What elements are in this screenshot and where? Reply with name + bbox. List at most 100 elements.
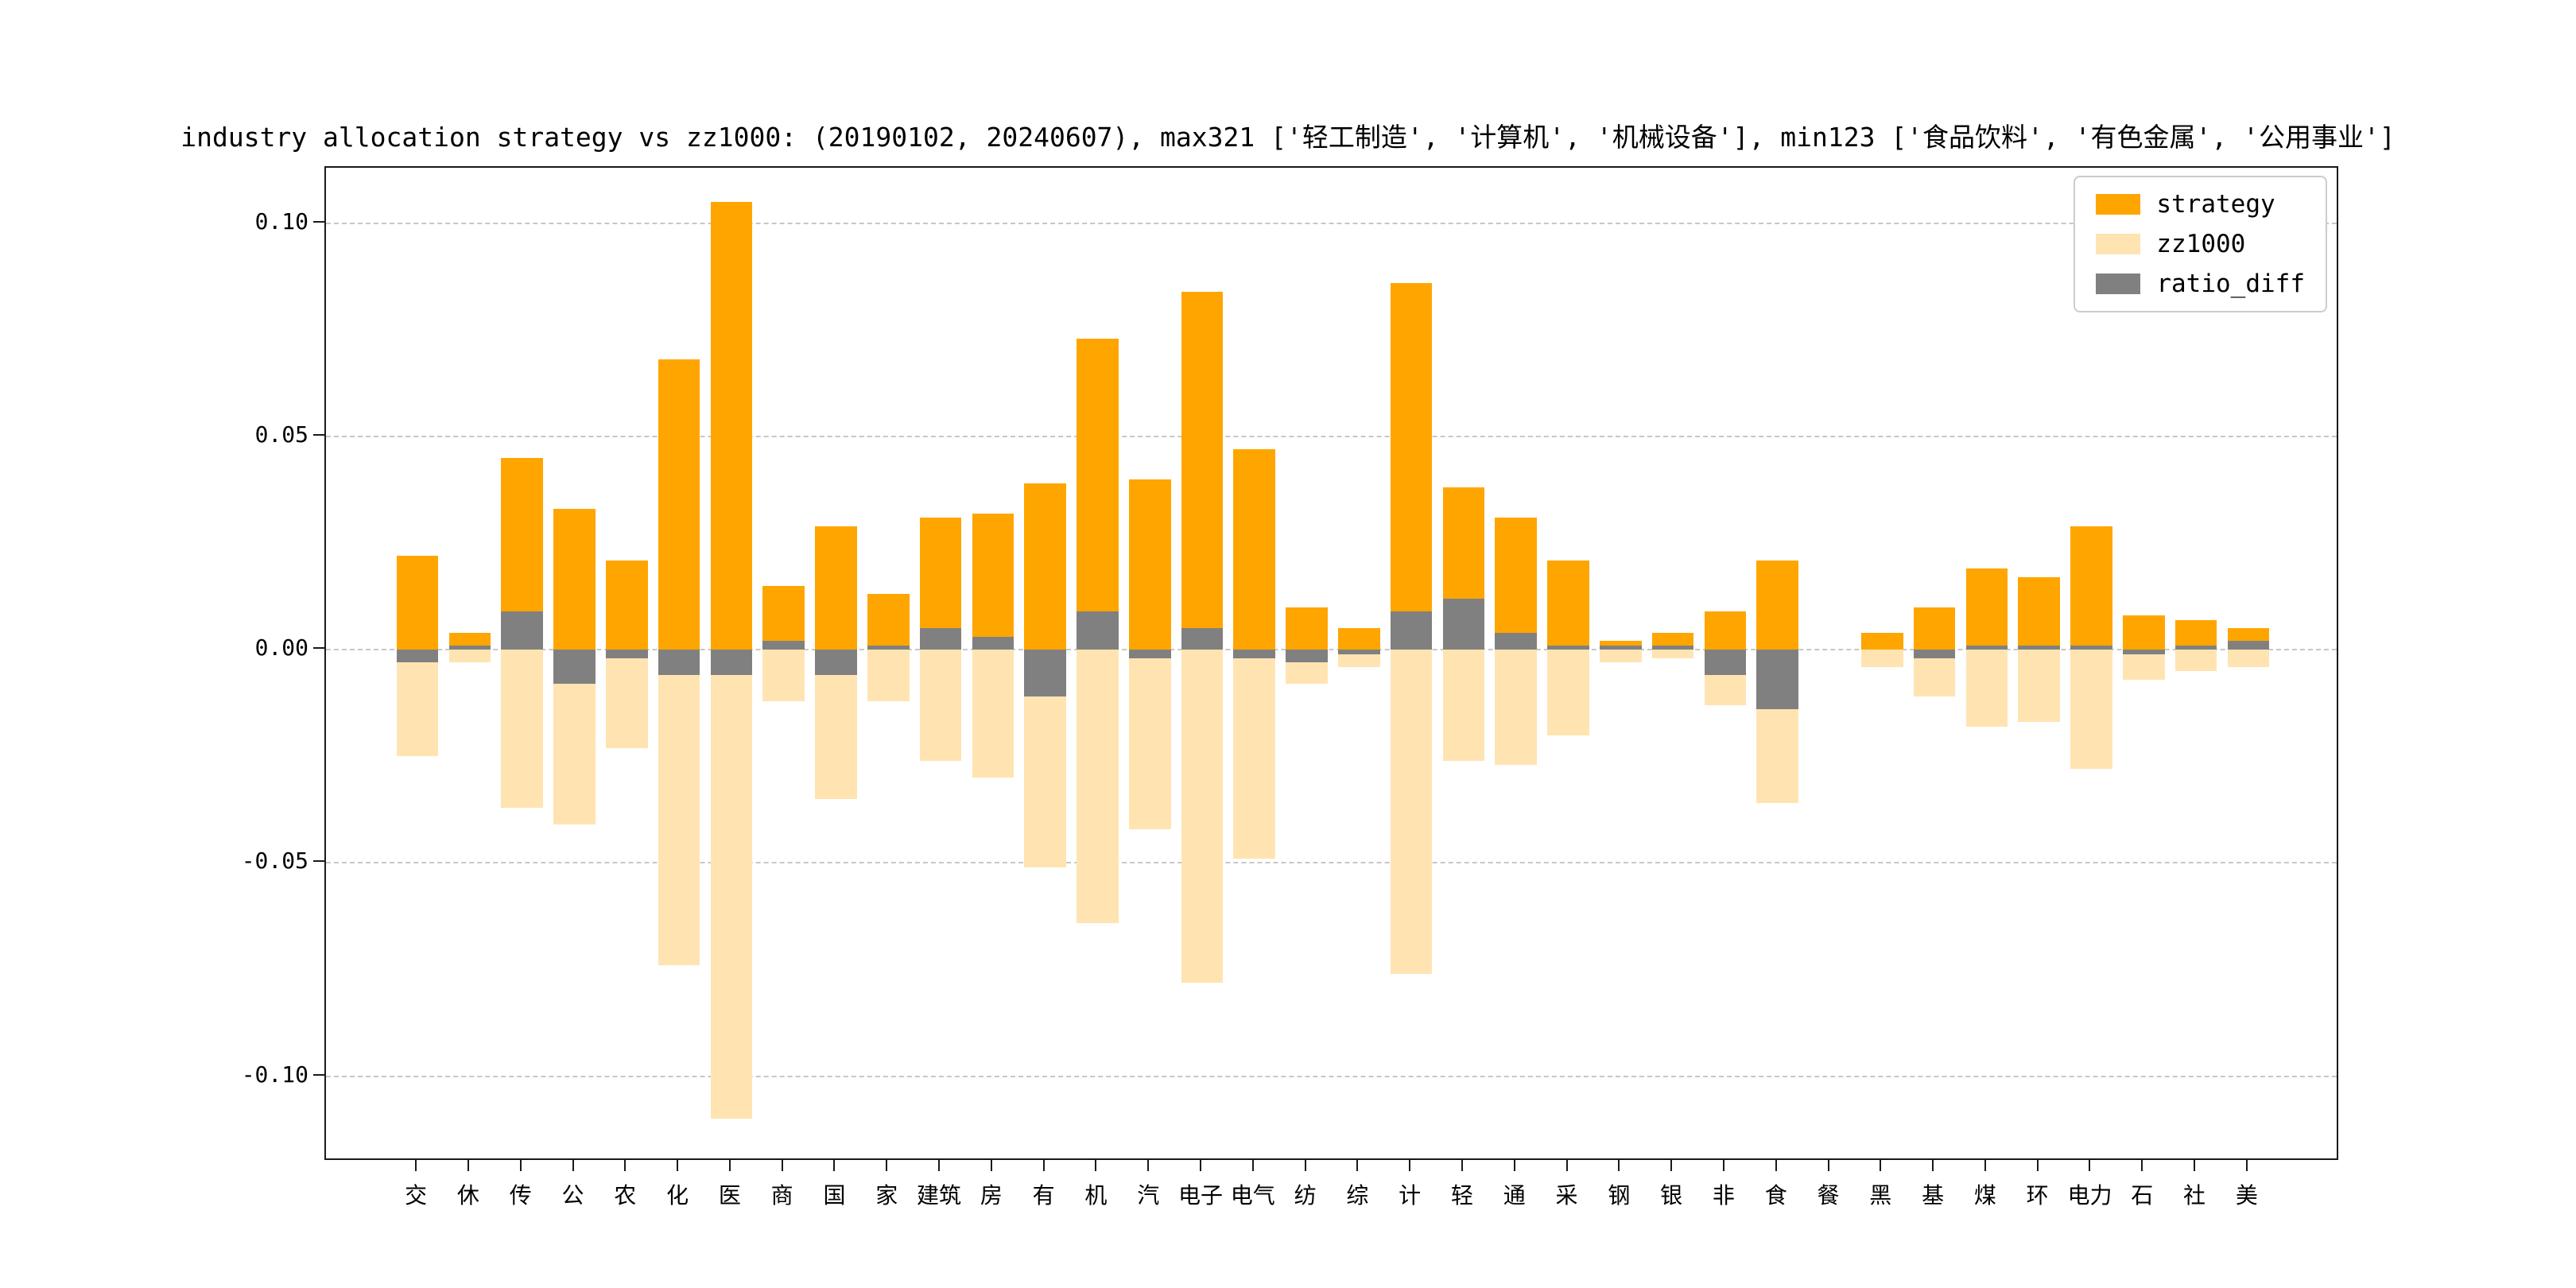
x-tick-label: 计 bbox=[1399, 1182, 1422, 1208]
bar-zz1000-房 bbox=[972, 650, 1014, 778]
x-tick-label: 汽 bbox=[1137, 1182, 1160, 1208]
bar-ratio_diff-交 bbox=[396, 650, 439, 663]
bar-ratio_diff-社 bbox=[2174, 645, 2217, 650]
bar-strategy-电力 bbox=[2070, 526, 2112, 650]
gridline bbox=[326, 649, 2337, 651]
bar-strategy-食 bbox=[1756, 560, 1799, 650]
bar-ratio_diff-非 bbox=[1704, 650, 1747, 676]
x-tick-label: 化 bbox=[666, 1182, 689, 1208]
bar-zz1000-传 bbox=[501, 650, 544, 808]
x-tick-label: 社 bbox=[2183, 1182, 2206, 1208]
bar-strategy-家 bbox=[867, 594, 910, 650]
gridline bbox=[326, 1075, 2337, 1077]
bar-ratio_diff-电子 bbox=[1181, 628, 1224, 650]
bar-zz1000-银 bbox=[1651, 650, 1694, 658]
bar-strategy-电气 bbox=[1233, 449, 1276, 650]
gridline bbox=[326, 862, 2337, 864]
bar-ratio_diff-建筑 bbox=[919, 628, 962, 650]
bar-zz1000-机 bbox=[1077, 650, 1119, 923]
x-tick-label: 食 bbox=[1764, 1182, 1787, 1208]
bar-ratio_diff-有 bbox=[1024, 650, 1066, 697]
y-tick-label: 0.05 bbox=[254, 421, 308, 448]
bar-strategy-综 bbox=[1338, 628, 1380, 650]
legend-item-ratio_diff: ratio_diff bbox=[2096, 270, 2305, 298]
x-tick-label: 非 bbox=[1712, 1182, 1735, 1208]
legend: strategy zz1000 ratio_diff bbox=[2074, 176, 2327, 312]
bar-zz1000-农 bbox=[605, 650, 648, 748]
x-tick-label: 黑 bbox=[1869, 1182, 1892, 1208]
bar-zz1000-电气 bbox=[1233, 650, 1276, 859]
y-tick-label: 0.00 bbox=[254, 634, 308, 661]
x-tick bbox=[833, 1160, 836, 1171]
bar-strategy-公 bbox=[553, 509, 596, 650]
bar-ratio_diff-农 bbox=[605, 650, 648, 658]
x-tick-label: 休 bbox=[456, 1182, 479, 1208]
x-tick-label: 医 bbox=[718, 1182, 741, 1208]
bar-zz1000-休 bbox=[448, 650, 491, 663]
bar-strategy-化 bbox=[658, 359, 700, 650]
x-tick bbox=[990, 1160, 992, 1171]
x-tick-label: 电力 bbox=[2067, 1182, 2112, 1208]
x-tick bbox=[2089, 1160, 2091, 1171]
bar-strategy-采 bbox=[1547, 560, 1589, 650]
bar-ratio_diff-电气 bbox=[1233, 650, 1276, 658]
bar-ratio_diff-机 bbox=[1077, 611, 1119, 650]
x-tick bbox=[1304, 1160, 1306, 1171]
x-tick-label: 基 bbox=[1922, 1182, 1945, 1208]
bar-strategy-建筑 bbox=[919, 517, 962, 650]
bar-strategy-国 bbox=[815, 526, 857, 650]
x-tick-label: 石 bbox=[2131, 1182, 2154, 1208]
bar-strategy-有 bbox=[1024, 483, 1066, 650]
bar-strategy-社 bbox=[2174, 619, 2217, 650]
x-tick bbox=[1618, 1160, 1620, 1171]
x-tick bbox=[1880, 1160, 1882, 1171]
x-tick bbox=[1670, 1160, 1673, 1171]
x-tick-label: 煤 bbox=[1973, 1182, 1996, 1208]
legend-item-zz1000: zz1000 bbox=[2096, 230, 2305, 258]
x-tick-label: 环 bbox=[2026, 1182, 2049, 1208]
x-tick bbox=[624, 1160, 627, 1171]
bar-zz1000-通 bbox=[1495, 650, 1538, 766]
bar-ratio_diff-电力 bbox=[2070, 645, 2112, 650]
x-tick bbox=[1722, 1160, 1724, 1171]
y-tick-label: -0.05 bbox=[241, 848, 308, 875]
x-tick-label: 餐 bbox=[1817, 1182, 1840, 1208]
x-tick-label: 采 bbox=[1555, 1182, 1578, 1208]
bar-zz1000-轻 bbox=[1442, 650, 1485, 761]
bar-zz1000-汽 bbox=[1128, 650, 1171, 829]
x-tick bbox=[1984, 1160, 1986, 1171]
x-tick-label: 纺 bbox=[1294, 1182, 1317, 1208]
bar-strategy-纺 bbox=[1286, 607, 1328, 650]
bar-strategy-汽 bbox=[1128, 479, 1171, 650]
bar-zz1000-医 bbox=[710, 650, 753, 1119]
x-tick-label: 机 bbox=[1084, 1182, 1108, 1208]
bar-ratio_diff-家 bbox=[867, 645, 910, 650]
x-tick-label: 轻 bbox=[1450, 1182, 1473, 1208]
bar-ratio_diff-国 bbox=[815, 650, 857, 676]
x-tick bbox=[1042, 1160, 1045, 1171]
bar-ratio_diff-传 bbox=[501, 611, 544, 650]
x-tick bbox=[1932, 1160, 1934, 1171]
bar-ratio_diff-美 bbox=[2227, 641, 2270, 650]
x-tick-label: 国 bbox=[823, 1182, 846, 1208]
x-tick bbox=[938, 1160, 941, 1171]
bar-strategy-医 bbox=[710, 201, 753, 650]
legend-swatch-strategy bbox=[2096, 194, 2141, 215]
x-tick-label: 公 bbox=[561, 1182, 584, 1208]
x-tick bbox=[1827, 1160, 1829, 1171]
bar-ratio_diff-医 bbox=[710, 650, 753, 676]
x-tick-label: 房 bbox=[980, 1182, 1003, 1208]
bar-ratio_diff-化 bbox=[658, 650, 700, 676]
x-tick-label: 通 bbox=[1503, 1182, 1526, 1208]
x-tick-label: 综 bbox=[1346, 1182, 1369, 1208]
bar-ratio_diff-煤 bbox=[1965, 645, 2008, 650]
bar-ratio_diff-钢 bbox=[1600, 645, 1642, 650]
bar-zz1000-环 bbox=[2018, 650, 2060, 723]
x-tick-label: 银 bbox=[1660, 1182, 1683, 1208]
bar-ratio_diff-综 bbox=[1338, 650, 1380, 654]
bar-ratio_diff-纺 bbox=[1286, 650, 1328, 663]
y-tick bbox=[313, 220, 324, 223]
x-tick bbox=[1147, 1160, 1150, 1171]
y-tick-label: -0.10 bbox=[241, 1061, 308, 1088]
x-tick-label: 商 bbox=[770, 1182, 793, 1208]
